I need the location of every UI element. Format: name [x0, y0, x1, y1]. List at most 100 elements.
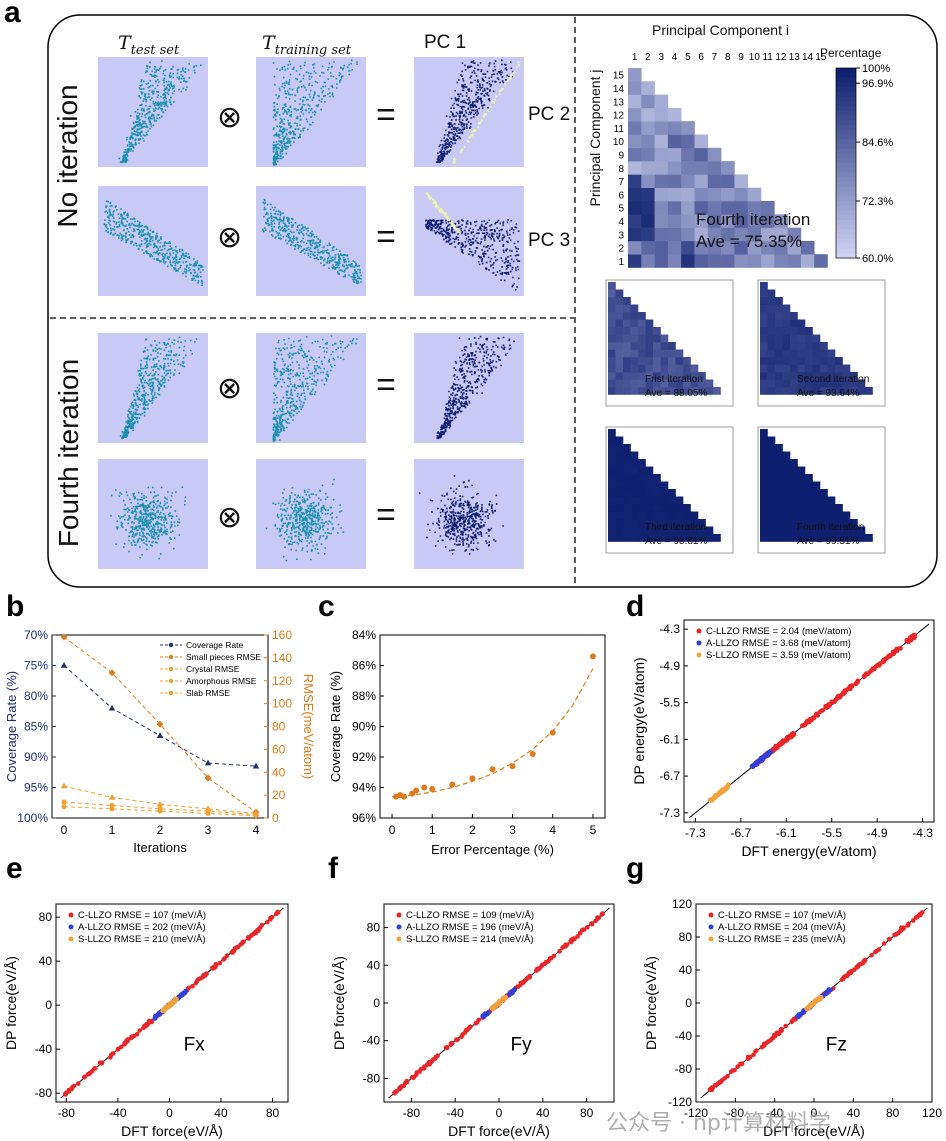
colorbar-segment [836, 82, 856, 88]
chart-c-x-tick-label: 1 [429, 823, 436, 837]
small-heatmap-cell [790, 379, 798, 388]
small-heatmap-cell [842, 364, 851, 373]
chart-d-legend-marker [696, 628, 702, 634]
small-heatmap-cell [827, 511, 836, 520]
small-heatmap-cell [782, 504, 791, 512]
small-heatmap-cell [615, 519, 624, 527]
small-heatmap-cell [790, 466, 798, 475]
colorbar-segment [836, 106, 856, 112]
small-heatmap-cell [623, 489, 631, 497]
small-heatmap-cell [812, 534, 821, 542]
chart-d: -7.3 -7.3 -6.7 -6.7 -6.1 -6.1 -5.5 -5.5 -4.9 -4.9… [631, 619, 935, 859]
small-heatmap-cell [827, 357, 836, 365]
small-heatmap-cell [775, 481, 783, 490]
small-heatmap-cell [827, 534, 836, 542]
small-heatmap-cell [645, 526, 654, 535]
small-heatmap-cell [653, 481, 661, 490]
small-heatmap-cell [797, 511, 806, 520]
chart-d-legend-label: A-LLZO RMSE = 3.68 (meV/atom) [706, 638, 851, 649]
small-heatmap-cell [767, 526, 776, 535]
density-points [425, 219, 521, 291]
small-heatmap-cell [645, 327, 654, 335]
small-heatmap-cell [850, 379, 858, 388]
small-heatmap-cell [820, 526, 828, 535]
heatmap-cell [787, 254, 802, 268]
small-heatmap-cell [698, 519, 706, 527]
heatmap-cell [628, 94, 642, 109]
chart-c-xlabel: Error Percentage (%) [431, 842, 554, 857]
small-heatmap-cell [638, 364, 646, 373]
small-heatmap-cell [760, 526, 768, 535]
small-heatmap-cell [623, 481, 631, 490]
heatmap-cell [707, 214, 722, 228]
chart-g-x-tick-label: 0 [811, 1106, 818, 1120]
small-heatmap-cell [835, 526, 843, 535]
small-heatmap-cell [782, 534, 791, 542]
chart-d-frame [683, 619, 935, 823]
small-heatmap-cell [660, 342, 669, 350]
chart-d-points [707, 782, 731, 803]
chart-c-point [469, 775, 476, 782]
colorbar-segment [836, 144, 856, 150]
heatmap-cell [681, 121, 695, 135]
chart-b-right-tick-label: 80 [272, 720, 286, 734]
chart-e-x-tick-label: 80 [266, 1106, 280, 1120]
chart-e-legend-label: A-LLZO RMSE = 202 (meV/Å) [78, 922, 206, 933]
small-heatmap-cell [782, 519, 791, 527]
heatmap-cell [667, 214, 682, 228]
small-heatmap-cell [608, 496, 616, 505]
small-heatmap-cell [820, 511, 828, 520]
small-heatmap-cell [767, 451, 776, 460]
chart-g-x-tick-label: 40 [847, 1106, 861, 1120]
small-heatmap-cell [827, 504, 836, 512]
small-heatmap-cell [782, 481, 791, 490]
chart-b-legend-marker [168, 690, 174, 696]
chart-g-xlabel: DFT force(eV/Å) [763, 1123, 865, 1139]
small-heatmap-cell [668, 379, 676, 388]
small-heatmap-cell [775, 357, 783, 365]
small-heatmap-cell [797, 334, 806, 343]
small-heatmap-cell [608, 466, 616, 475]
small-heatmap-cell [653, 372, 661, 380]
colorbar-segment [836, 177, 856, 183]
heatmap-cell [628, 161, 642, 175]
chart-b-legend-label: Crystal RMSE [186, 664, 240, 674]
chart-g-legend-label: S-LLZO RMSE = 235 (meV/Å) [718, 934, 846, 945]
small-heatmap-cell [653, 334, 661, 343]
small-heatmap-cell [660, 349, 669, 358]
colorbar-segment [836, 196, 856, 202]
small-heatmap-cell [820, 496, 828, 505]
otimes-1: ⊗ [217, 100, 243, 135]
heatmap-cell [694, 134, 709, 149]
chart-c-ylabel: Coverage Rate (%) [328, 671, 343, 782]
small-heatmap-cell [760, 282, 768, 290]
small-heatmap-cell [805, 379, 813, 388]
small-heatmap-cell [835, 519, 843, 527]
small-heatmap-cell [827, 496, 836, 505]
small-heatmap-cell [623, 334, 631, 343]
colorbar-segment [836, 110, 856, 116]
small-heatmap-cell [805, 387, 813, 395]
small-heatmap-cell [660, 496, 669, 505]
small-heatmap-cell [630, 451, 639, 460]
small-heatmap-cell [623, 319, 631, 328]
chart-d-ylabel: DP energy(eV/atom) [631, 657, 647, 784]
small-heatmap-cell [653, 387, 661, 395]
colorbar-segment [836, 134, 856, 140]
chart-c-point [509, 763, 516, 770]
small-heatmap-cell [782, 459, 791, 467]
chart-e-ylabel: DP force(eV/Å) [3, 956, 19, 1050]
small-heatmap-cell [668, 526, 676, 535]
small-heatmap-cell [660, 357, 669, 365]
heatmap-x-tick: 7 [712, 52, 718, 63]
small-heatmap-cell [782, 327, 791, 335]
row-group-no-iteration: No iteration [52, 84, 83, 228]
small-heatmap-cell [630, 459, 639, 467]
heatmap-cell [681, 174, 695, 188]
chart-c-y-tick-label: 88% [352, 689, 376, 703]
heatmap-cell [747, 254, 762, 268]
colorbar-segment [836, 182, 856, 188]
small-heatmap-cell [812, 387, 821, 395]
chart-c-point [549, 729, 556, 736]
small-heatmap-cell [623, 459, 631, 467]
